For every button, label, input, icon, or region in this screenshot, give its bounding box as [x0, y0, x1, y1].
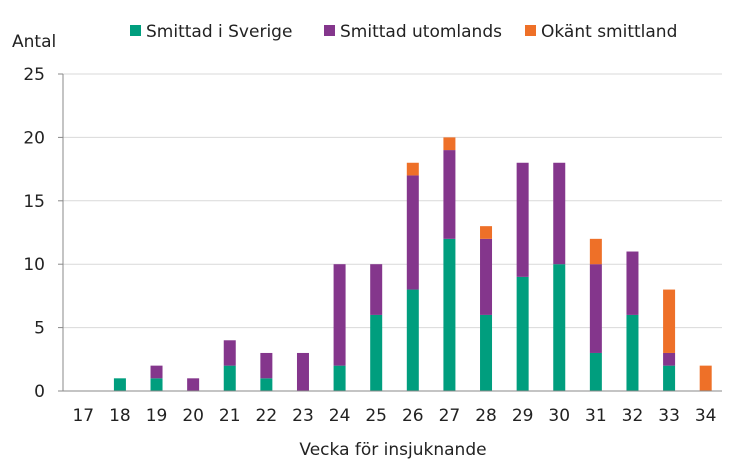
y-tick-label: 5 [34, 319, 45, 339]
bar-33-series-1 [663, 352, 676, 366]
bar-28-series-2 [480, 226, 493, 239]
x-tick-label: 34 [695, 406, 717, 426]
y-tick-label: 25 [23, 65, 45, 85]
legend-label: Smittad i Sverige [146, 22, 292, 42]
bar-21-series-1 [223, 340, 236, 366]
x-tick-label: 33 [658, 406, 680, 426]
y-tick-label: 0 [34, 382, 45, 402]
x-tick-label: 29 [512, 406, 534, 426]
bar-29-series-1 [516, 162, 529, 277]
bar-24-series-0 [333, 365, 346, 391]
x-tick-label: 30 [548, 406, 570, 426]
bar-28-series-1 [480, 238, 493, 315]
x-tick-label: 32 [622, 406, 644, 426]
bar-22-series-0 [260, 378, 273, 391]
bar-30-series-1 [553, 162, 566, 265]
x-tick-label: 17 [72, 406, 94, 426]
x-tick-label: 20 [182, 406, 204, 426]
x-tick-label: 25 [365, 406, 387, 426]
x-axis-label: Vecka för insjuknande [299, 440, 486, 460]
bar-31-series-2 [589, 238, 602, 265]
bar-33-series-0 [663, 365, 676, 391]
legend-label: Okänt smittland [541, 22, 677, 42]
legend-label: Smittad utomlands [340, 22, 502, 42]
x-tick-label: 22 [256, 406, 278, 426]
x-tick-label: 26 [402, 406, 424, 426]
bar-22-series-1 [260, 352, 273, 379]
bar-33-series-2 [663, 289, 676, 353]
bar-34-series-2 [699, 365, 712, 391]
y-axis-label: Antal [12, 32, 56, 52]
bar-29-series-0 [516, 276, 529, 391]
legend-swatch [130, 25, 141, 36]
x-tick-label: 24 [329, 406, 351, 426]
bar-32-series-0 [626, 314, 639, 391]
bar-26-series-2 [406, 162, 419, 176]
y-tick-label: 20 [23, 128, 45, 148]
bar-19-series-0 [150, 378, 163, 391]
legend-swatch [324, 25, 335, 36]
x-tick-label: 23 [292, 406, 314, 426]
bar-31-series-1 [589, 264, 602, 353]
bar-28-series-0 [480, 314, 493, 391]
x-tick-label: 19 [146, 406, 168, 426]
bar-25-series-0 [370, 314, 383, 391]
bar-24-series-1 [333, 264, 346, 366]
y-tick-label: 10 [23, 255, 45, 275]
bar-30-series-0 [553, 264, 566, 391]
bar-21-series-0 [223, 365, 236, 391]
bar-25-series-1 [370, 264, 383, 315]
bar-32-series-1 [626, 251, 639, 315]
x-tick-label: 18 [109, 406, 131, 426]
bar-26-series-0 [406, 289, 419, 391]
bar-26-series-1 [406, 175, 419, 290]
x-tick-label: 27 [439, 406, 461, 426]
bar-27-series-0 [443, 238, 456, 391]
bar-20-series-1 [187, 378, 200, 391]
bar-18-series-0 [113, 378, 126, 391]
bar-27-series-2 [443, 137, 456, 151]
y-tick-label: 15 [23, 192, 45, 212]
legend-swatch [525, 25, 536, 36]
x-tick-label: 31 [585, 406, 607, 426]
bar-23-series-1 [296, 352, 309, 391]
bar-31-series-0 [589, 352, 602, 391]
x-tick-label: 28 [475, 406, 497, 426]
bar-19-series-1 [150, 365, 163, 379]
bar-27-series-1 [443, 150, 456, 239]
x-tick-label: 21 [219, 406, 241, 426]
